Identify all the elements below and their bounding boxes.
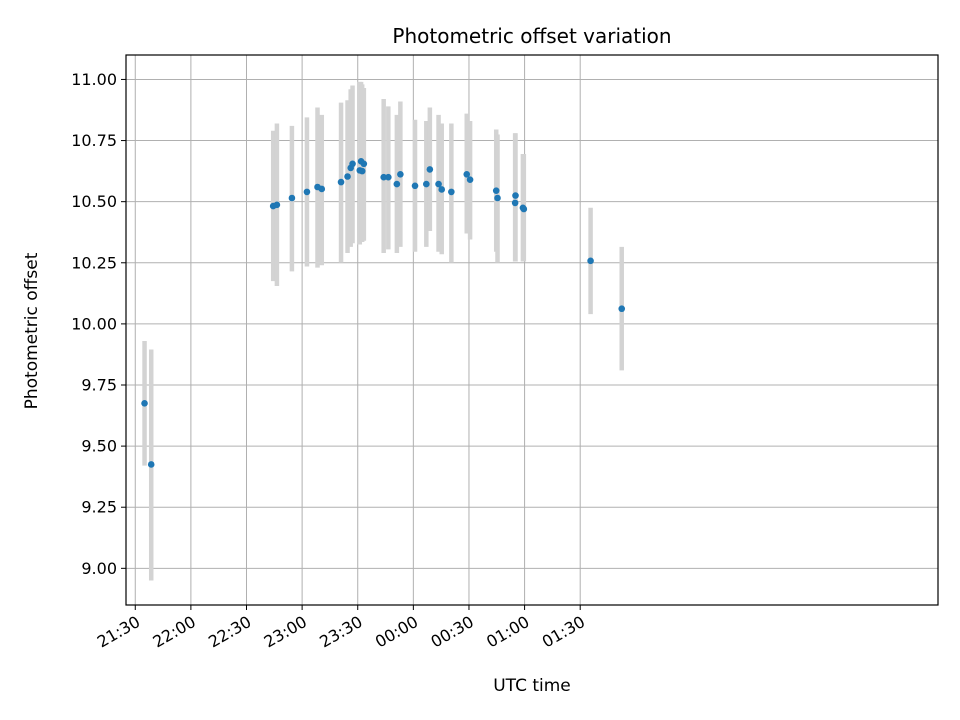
data-point bbox=[448, 188, 455, 196]
y-tick-label: 9.00 bbox=[81, 559, 117, 578]
data-point bbox=[344, 173, 351, 180]
data-point bbox=[466, 176, 474, 183]
data-point bbox=[411, 182, 419, 190]
data-point bbox=[385, 173, 392, 181]
data-point bbox=[318, 185, 326, 193]
y-tick-label: 10.25 bbox=[71, 253, 117, 272]
data-point bbox=[380, 173, 387, 181]
data-point bbox=[393, 180, 401, 188]
data-point bbox=[360, 160, 368, 168]
data-point bbox=[435, 180, 442, 188]
data-point bbox=[511, 199, 519, 207]
data-point bbox=[618, 305, 626, 313]
data-point bbox=[494, 194, 501, 202]
data-point bbox=[303, 188, 311, 196]
data-point bbox=[587, 257, 594, 265]
data-point bbox=[512, 192, 519, 199]
y-tick-label: 9.25 bbox=[81, 498, 117, 517]
y-tick-label: 10.75 bbox=[71, 131, 117, 150]
data-point bbox=[520, 205, 528, 213]
data-point bbox=[147, 461, 155, 468]
data-point bbox=[438, 186, 446, 193]
plot-frame bbox=[125, 54, 939, 606]
y-tick-label: 9.75 bbox=[81, 376, 117, 395]
data-point bbox=[349, 160, 356, 168]
data-point bbox=[463, 170, 471, 178]
plot-area bbox=[126, 55, 938, 605]
data-point bbox=[358, 167, 366, 175]
data-point bbox=[273, 201, 281, 209]
data-point bbox=[397, 170, 404, 178]
y-tick-label: 9.50 bbox=[81, 437, 117, 456]
y-tick-label: 11.00 bbox=[71, 70, 117, 89]
y-tick-label: 10.50 bbox=[71, 192, 117, 211]
y-tick-label: 10.00 bbox=[71, 314, 117, 333]
chart-title: Photometric offset variation bbox=[392, 24, 671, 48]
y-axis: 9.00 9.25 9.50 9.75 10.00 10.25 10.50 10.75 11.0… bbox=[71, 70, 126, 578]
x-axis-label: UTC time bbox=[493, 676, 571, 696]
data-point bbox=[288, 194, 296, 202]
data-point bbox=[492, 187, 500, 194]
grid bbox=[126, 55, 938, 605]
y-axis-label: Photometric offset bbox=[22, 252, 42, 409]
data-points bbox=[141, 158, 626, 468]
data-point bbox=[423, 180, 430, 188]
data-point bbox=[141, 400, 148, 407]
data-point bbox=[426, 166, 434, 173]
data-point bbox=[337, 178, 345, 186]
